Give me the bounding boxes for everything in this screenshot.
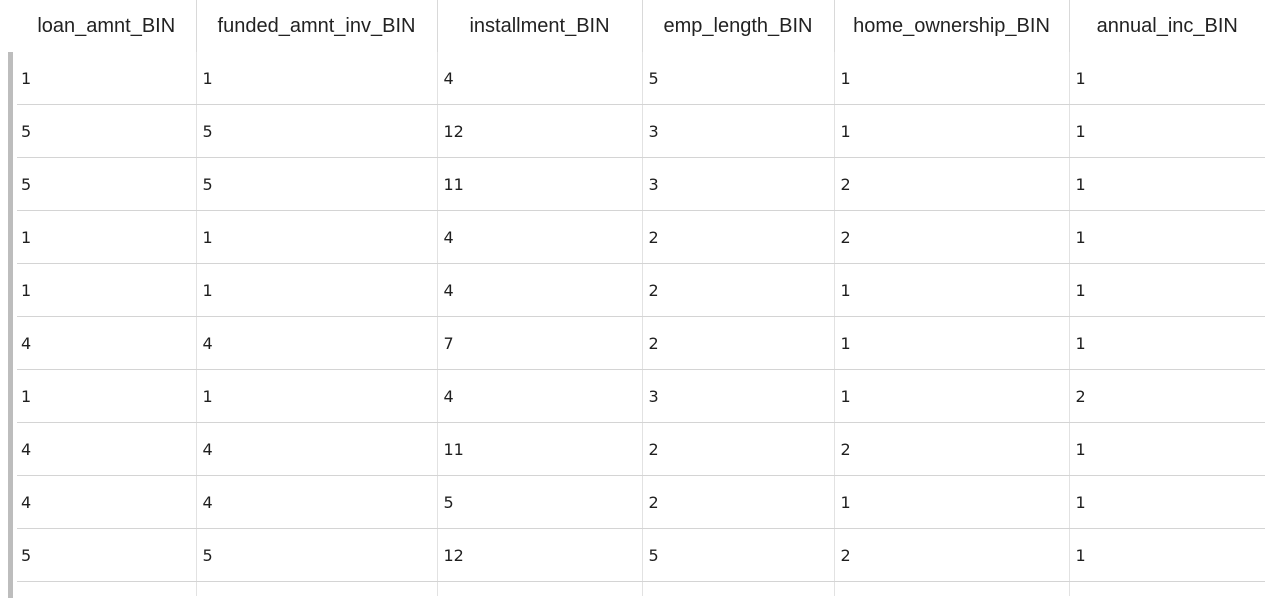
table-body: 1 1 4 5 1 1 5 5 12 3 1 1 5 5 11 3 2 1 1 1 4 2 2 1 1 1 4 2 1 1 4 4 7 2 1 1 1 1… (17, 52, 1265, 596)
cell-emp-length-bin[interactable]: 3 (641, 157, 834, 211)
cell-installment-bin[interactable]: 12 (436, 528, 642, 582)
cell-installment-bin[interactable]: 4 (436, 263, 642, 317)
cell-annual-inc-bin[interactable]: 1 (1068, 316, 1265, 370)
cell-emp-length-bin[interactable]: 2 (641, 316, 834, 370)
empty-cell (641, 581, 834, 596)
empty-cell (833, 581, 1069, 596)
cell-installment-bin[interactable]: 4 (436, 369, 642, 423)
cell-annual-inc-bin[interactable]: 1 (1068, 475, 1265, 529)
cell-home-ownership-bin[interactable]: 2 (833, 210, 1069, 264)
cell-loan-amnt-bin[interactable]: 5 (17, 528, 196, 582)
cell-emp-length-bin[interactable]: 5 (641, 52, 834, 105)
cell-annual-inc-bin[interactable]: 1 (1068, 422, 1265, 476)
cell-loan-amnt-bin[interactable]: 5 (17, 104, 196, 158)
cell-emp-length-bin[interactable]: 2 (641, 263, 834, 317)
cell-home-ownership-bin[interactable]: 1 (833, 475, 1069, 529)
cell-funded-amnt-inv-bin[interactable]: 4 (195, 422, 437, 476)
cell-loan-amnt-bin[interactable]: 5 (17, 157, 196, 211)
cell-emp-length-bin[interactable]: 3 (641, 369, 834, 423)
data-table: loan_amnt_BIN funded_amnt_inv_BIN instal… (17, 0, 1265, 596)
cell-funded-amnt-inv-bin[interactable]: 5 (195, 157, 437, 211)
cell-loan-amnt-bin[interactable]: 4 (17, 422, 196, 476)
cell-annual-inc-bin[interactable]: 1 (1068, 157, 1265, 211)
cell-funded-amnt-inv-bin[interactable]: 1 (195, 263, 437, 317)
empty-cell (195, 581, 437, 596)
empty-cell (17, 582, 196, 597)
cell-loan-amnt-bin[interactable]: 1 (17, 210, 196, 264)
cell-loan-amnt-bin[interactable]: 4 (17, 316, 196, 370)
cell-loan-amnt-bin[interactable]: 1 (17, 263, 196, 317)
cell-installment-bin[interactable]: 4 (436, 210, 642, 264)
table-row[interactable]: 5 5 12 5 2 1 (17, 528, 1265, 582)
cell-annual-inc-bin[interactable]: 1 (1068, 52, 1265, 105)
cell-home-ownership-bin[interactable]: 1 (833, 52, 1069, 105)
cell-funded-amnt-inv-bin[interactable]: 4 (195, 316, 437, 370)
cell-funded-amnt-inv-bin[interactable]: 1 (195, 52, 437, 105)
cell-installment-bin[interactable]: 5 (436, 475, 642, 529)
cell-annual-inc-bin[interactable]: 1 (1068, 104, 1265, 158)
cell-installment-bin[interactable]: 11 (436, 157, 642, 211)
table-row[interactable]: 5 5 11 3 2 1 (17, 157, 1265, 211)
cell-annual-inc-bin[interactable]: 1 (1068, 528, 1265, 582)
cell-emp-length-bin[interactable]: 5 (641, 528, 834, 582)
column-header-home-ownership-bin[interactable]: home_ownership_BIN (833, 0, 1069, 52)
column-header-installment-bin[interactable]: installment_BIN (436, 0, 642, 52)
cell-home-ownership-bin[interactable]: 2 (833, 157, 1069, 211)
cell-funded-amnt-inv-bin[interactable]: 4 (195, 475, 437, 529)
column-header-funded-amnt-inv-bin[interactable]: funded_amnt_inv_BIN (195, 0, 437, 52)
table-row[interactable]: 4 4 11 2 2 1 (17, 422, 1265, 476)
cell-funded-amnt-inv-bin[interactable]: 5 (195, 104, 437, 158)
cell-home-ownership-bin[interactable]: 2 (833, 422, 1069, 476)
cell-home-ownership-bin[interactable]: 2 (833, 528, 1069, 582)
cell-funded-amnt-inv-bin[interactable]: 1 (195, 369, 437, 423)
cell-funded-amnt-inv-bin[interactable]: 1 (195, 210, 437, 264)
partial-row (17, 581, 1265, 597)
column-header-annual-inc-bin[interactable]: annual_inc_BIN (1068, 0, 1265, 52)
cell-emp-length-bin[interactable]: 2 (641, 475, 834, 529)
cell-installment-bin[interactable]: 11 (436, 422, 642, 476)
cell-emp-length-bin[interactable]: 2 (641, 210, 834, 264)
cell-emp-length-bin[interactable]: 2 (641, 422, 834, 476)
header-row: loan_amnt_BIN funded_amnt_inv_BIN instal… (17, 0, 1265, 52)
row-gutter (8, 52, 13, 598)
cell-loan-amnt-bin[interactable]: 1 (17, 52, 196, 105)
cell-home-ownership-bin[interactable]: 1 (833, 316, 1069, 370)
cell-loan-amnt-bin[interactable]: 4 (17, 475, 196, 529)
empty-cell (436, 581, 642, 596)
empty-cell (1068, 581, 1265, 596)
cell-loan-amnt-bin[interactable]: 1 (17, 369, 196, 423)
cell-funded-amnt-inv-bin[interactable]: 5 (195, 528, 437, 582)
cell-installment-bin[interactable]: 12 (436, 104, 642, 158)
cell-installment-bin[interactable]: 7 (436, 316, 642, 370)
column-header-emp-length-bin[interactable]: emp_length_BIN (641, 0, 834, 52)
cell-annual-inc-bin[interactable]: 1 (1068, 210, 1265, 264)
cell-annual-inc-bin[interactable]: 2 (1068, 369, 1265, 423)
cell-installment-bin[interactable]: 4 (436, 52, 642, 105)
cell-home-ownership-bin[interactable]: 1 (833, 104, 1069, 158)
cell-home-ownership-bin[interactable]: 1 (833, 263, 1069, 317)
table-row[interactable]: 5 5 12 3 1 1 (17, 104, 1265, 158)
cell-annual-inc-bin[interactable]: 1 (1068, 263, 1265, 317)
column-header-loan-amnt-bin[interactable]: loan_amnt_BIN (37, 14, 176, 37)
cell-emp-length-bin[interactable]: 3 (641, 104, 834, 158)
cell-home-ownership-bin[interactable]: 1 (833, 369, 1069, 423)
